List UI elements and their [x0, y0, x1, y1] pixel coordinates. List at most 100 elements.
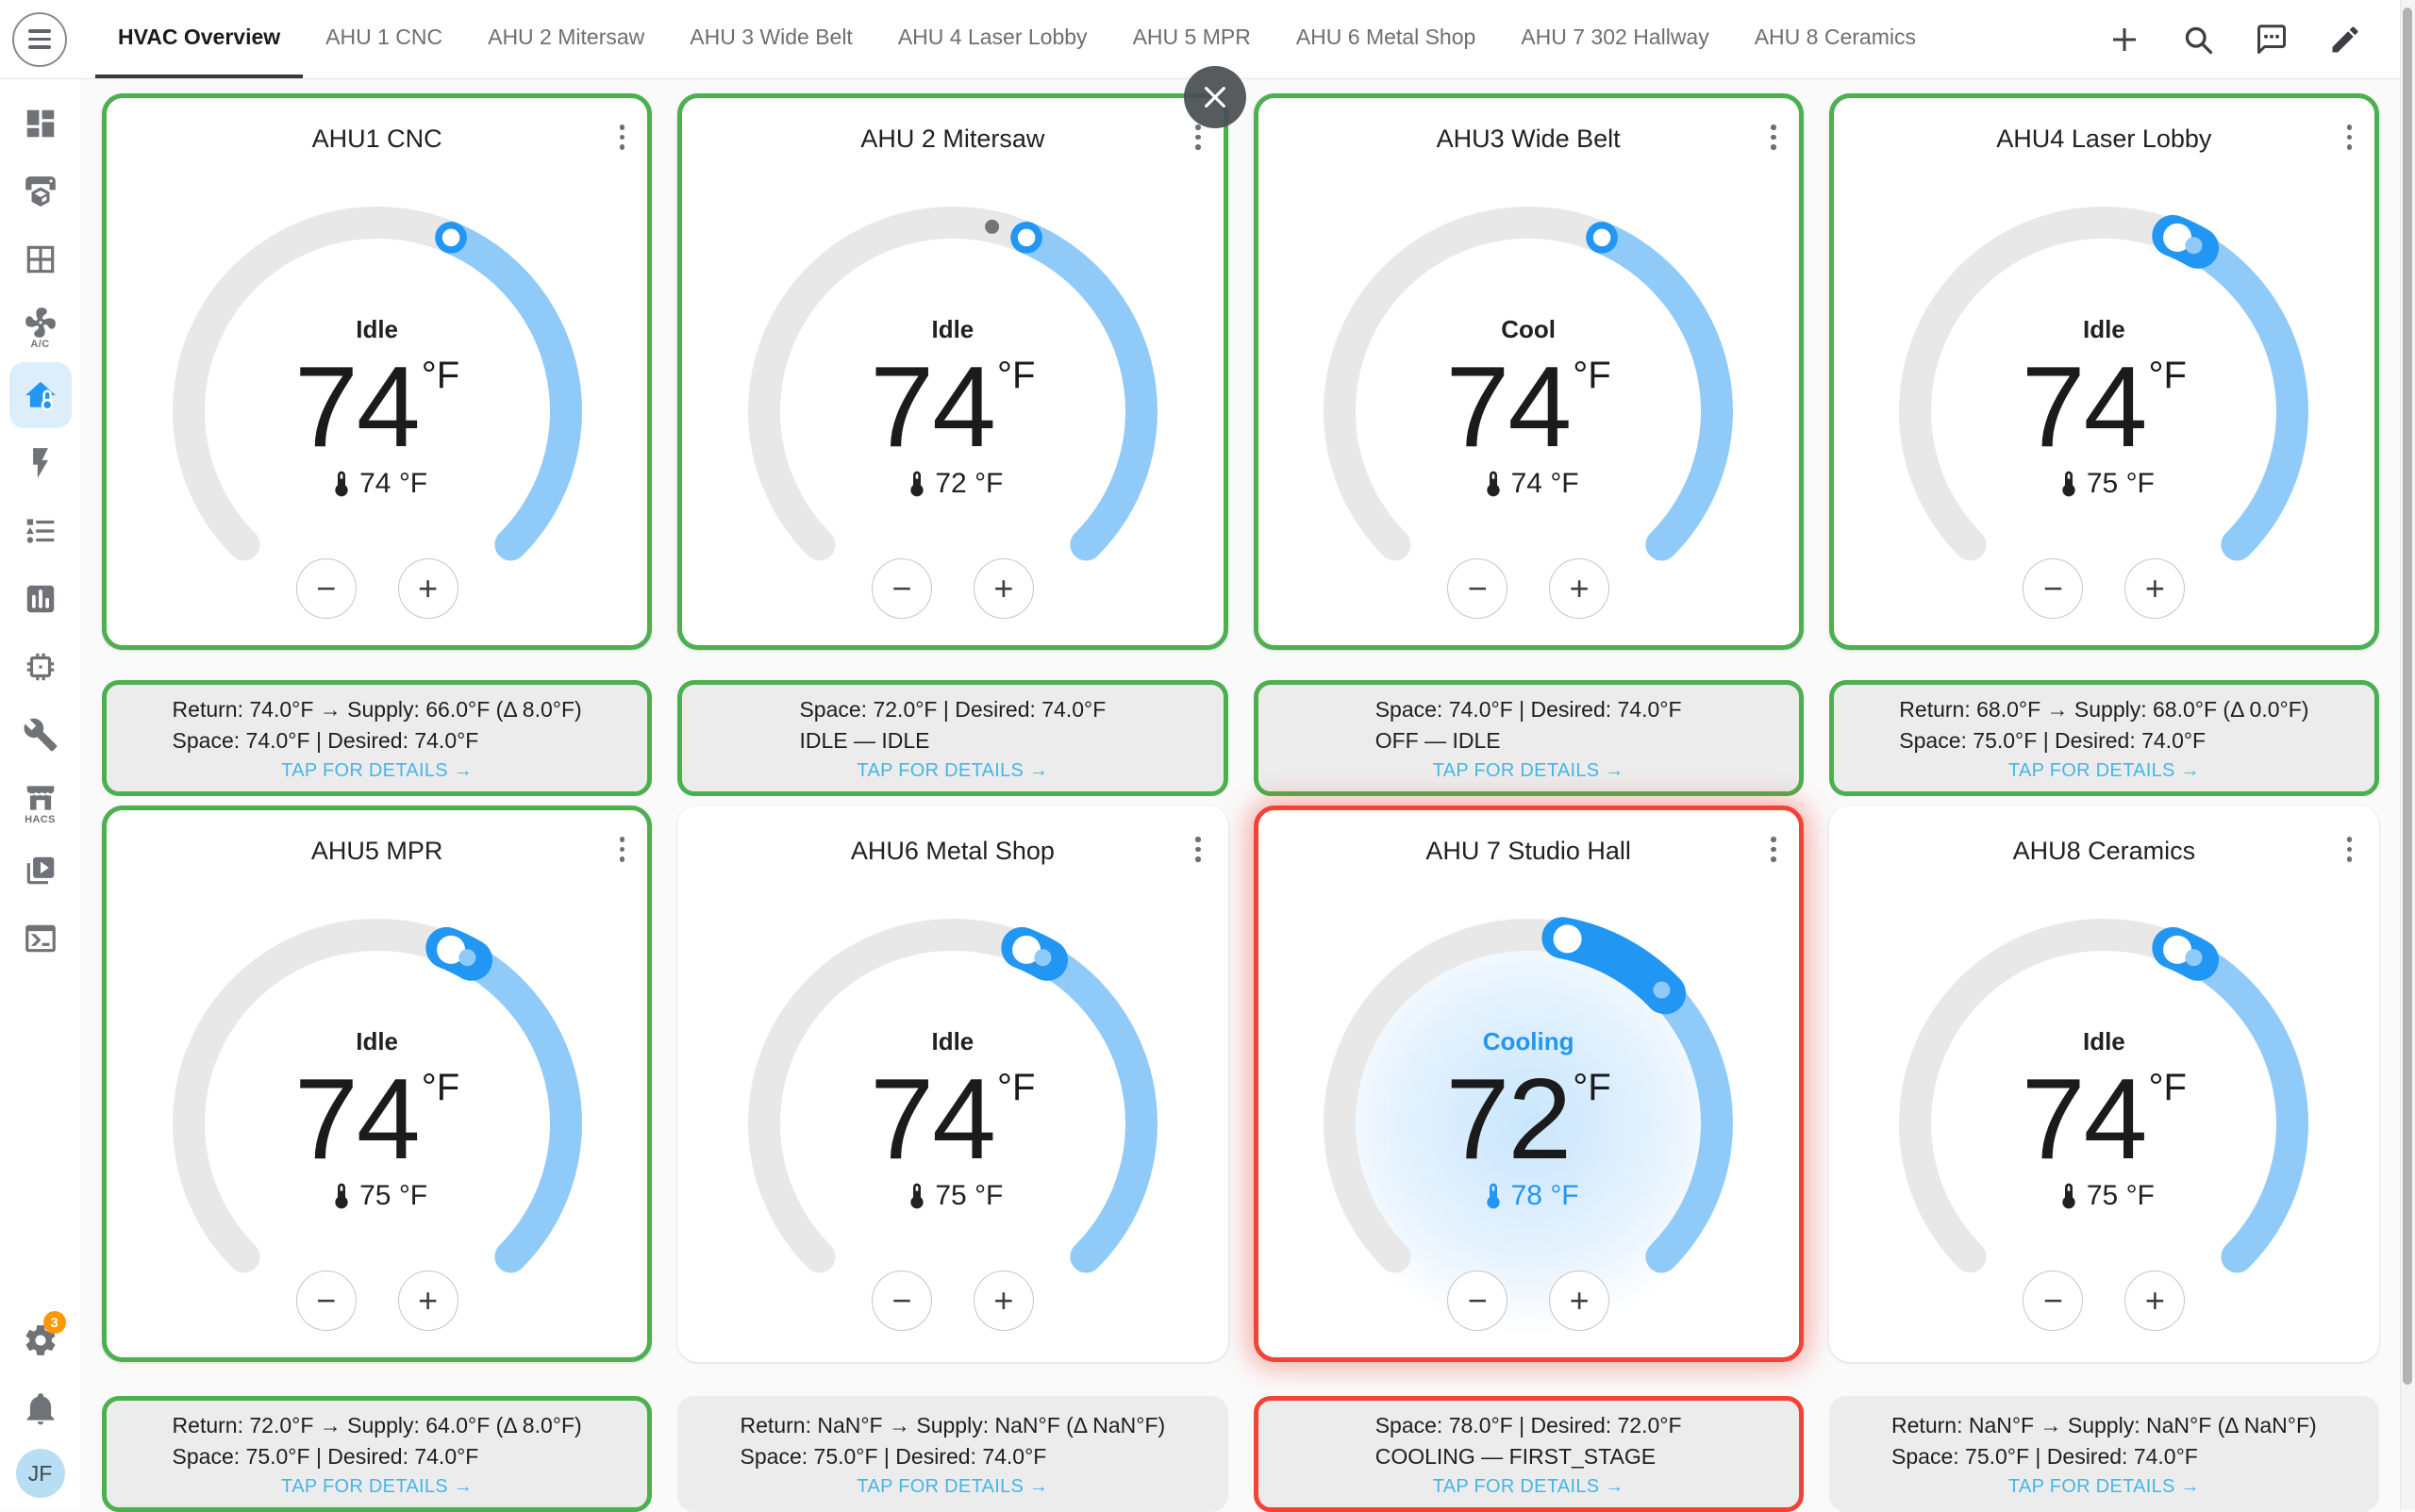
sidebar-item-hacs[interactable]: HACS — [9, 770, 72, 836]
more-menu-button[interactable] — [616, 121, 629, 154]
sidebar-item-history[interactable] — [9, 566, 72, 632]
unit-info-ahu8-ceramics[interactable]: Return: NaN°F → Supply: NaN°F (Δ NaN°F)S… — [1829, 1396, 2379, 1512]
wrench-icon — [23, 717, 58, 753]
tab-ahu-7-302-hallway[interactable]: AHU 7 302 Hallway — [1498, 0, 1731, 78]
edit-dashboard-button[interactable] — [2328, 23, 2362, 57]
more-menu-button[interactable] — [1767, 833, 1780, 866]
tap-for-details-link[interactable]: TAP FOR DETAILS → — [2008, 760, 2200, 782]
sidebar-item-settings[interactable]: 3 — [9, 1307, 72, 1373]
sidebar-item-lists[interactable] — [9, 498, 72, 564]
assist-button[interactable] — [2255, 23, 2289, 57]
bell-icon — [23, 1390, 58, 1426]
sidebar-item-energy[interactable] — [9, 430, 72, 496]
decrease-temp-button[interactable]: − — [2023, 558, 2083, 619]
unit-info-ahu6-metal-shop[interactable]: Return: NaN°F → Supply: NaN°F (Δ NaN°F)S… — [677, 1396, 1227, 1512]
sidebar-item-terminal[interactable] — [9, 906, 72, 972]
hvac-status: Idle — [682, 315, 1223, 344]
card-title: AHU4 Laser Lobby — [1890, 125, 2318, 154]
increase-temp-button[interactable]: + — [1549, 1271, 1609, 1331]
tap-for-details-link[interactable]: TAP FOR DETAILS → — [1433, 760, 1624, 782]
decrease-temp-button[interactable]: − — [872, 558, 932, 619]
media-play-icon — [23, 853, 58, 889]
thermostat-card-ahu-2-mitersaw[interactable]: AHU 2 Mitersaw Idle 74 °F 72 °F − + — [677, 93, 1227, 650]
current-temperature: 75 °F — [1834, 1180, 2374, 1212]
thermostat-card-ahu-7-studio-hall[interactable]: AHU 7 Studio Hall Cooling 72 °F 78 °F − … — [1254, 806, 1804, 1362]
tab-ahu-5-mpr[interactable]: AHU 5 MPR — [1110, 0, 1274, 78]
sidebar-item-esphome[interactable] — [9, 634, 72, 700]
sidebar-item-dashboard[interactable] — [9, 91, 72, 157]
increase-temp-button[interactable]: + — [398, 1271, 458, 1331]
tap-for-details-link[interactable]: TAP FOR DETAILS → — [281, 1476, 473, 1498]
increase-temp-button[interactable]: + — [974, 558, 1034, 619]
unit-info-ahu4-laser-lobby[interactable]: Return: 68.0°F → Supply: 68.0°F (Δ 0.0°F… — [1829, 680, 2379, 796]
temperature-controls: − + — [1834, 558, 2374, 619]
unit-info-ahu1-cnc[interactable]: Return: 74.0°F → Supply: 66.0°F (Δ 8.0°F… — [102, 680, 652, 796]
tab-hvac-overview[interactable]: HVAC Overview — [95, 0, 303, 78]
target-temperature: 74 °F — [107, 349, 647, 464]
list-icon — [23, 513, 58, 549]
sidebar-item-ac[interactable]: A/C — [9, 294, 72, 360]
tab-ahu-8-ceramics[interactable]: AHU 8 Ceramics — [1732, 0, 1939, 78]
tab-ahu-4-laser-lobby[interactable]: AHU 4 Laser Lobby — [875, 0, 1110, 78]
more-menu-button[interactable] — [2343, 121, 2357, 154]
user-avatar[interactable]: JF — [16, 1449, 65, 1498]
increase-temp-button[interactable]: + — [1549, 558, 1609, 619]
more-menu-button[interactable] — [1767, 121, 1780, 154]
sidebar-item-grid[interactable] — [9, 226, 72, 292]
tap-for-details-link[interactable]: TAP FOR DETAILS → — [857, 1476, 1048, 1498]
current-temperature: 72 °F — [682, 468, 1223, 500]
tab-ahu-6-metal-shop[interactable]: AHU 6 Metal Shop — [1274, 0, 1498, 78]
add-button[interactable] — [2107, 23, 2141, 57]
info-row-1: Return: 74.0°F → Supply: 66.0°F (Δ 8.0°F… — [102, 680, 2379, 796]
decrease-temp-button[interactable]: − — [296, 1271, 357, 1331]
thermostat-card-ahu3-wide-belt[interactable]: AHU3 Wide Belt Cool 74 °F 74 °F − + — [1254, 93, 1804, 650]
scrollbar-thumb[interactable] — [2403, 8, 2412, 1385]
thermostat-card-ahu4-laser-lobby[interactable]: AHU4 Laser Lobby Idle 74 °F 75 °F − + — [1829, 93, 2379, 650]
sidebar-item-notifications[interactable] — [9, 1375, 72, 1441]
unit-info-ahu5-mpr[interactable]: Return: 72.0°F → Supply: 64.0°F (Δ 8.0°F… — [102, 1396, 652, 1512]
tap-for-details-link[interactable]: TAP FOR DETAILS → — [857, 760, 1048, 782]
increase-temp-button[interactable]: + — [398, 558, 458, 619]
temperature-unit: °F — [422, 355, 459, 397]
current-temperature-value: 75 °F — [359, 1180, 427, 1212]
increase-temp-button[interactable]: + — [2124, 558, 2185, 619]
sidebar-item-climate[interactable] — [9, 362, 72, 428]
tab-ahu-2-mitersaw[interactable]: AHU 2 Mitersaw — [465, 0, 667, 78]
tab-ahu-3-wide-belt[interactable]: AHU 3 Wide Belt — [667, 0, 875, 78]
tap-for-details-link[interactable]: TAP FOR DETAILS → — [281, 760, 473, 782]
temperature-unit: °F — [1573, 355, 1610, 397]
close-overlay-button[interactable] — [1184, 66, 1246, 128]
tab-ahu-1-cnc[interactable]: AHU 1 CNC — [303, 0, 465, 78]
thermostat-card-ahu8-ceramics[interactable]: AHU8 Ceramics Idle 74 °F 75 °F − + — [1829, 806, 2379, 1362]
more-menu-button[interactable] — [2343, 833, 2357, 866]
info-line: Return: 72.0°F → Supply: 64.0°F (Δ 8.0°F… — [173, 1410, 582, 1441]
thermostat-card-ahu1-cnc[interactable]: AHU1 CNC Idle 74 °F 74 °F − + — [102, 93, 652, 650]
target-temperature: 74 °F — [682, 1061, 1223, 1176]
more-menu-button[interactable] — [616, 833, 629, 866]
increase-temp-button[interactable]: + — [2124, 1271, 2185, 1331]
decrease-temp-button[interactable]: − — [296, 558, 357, 619]
increase-temp-button[interactable]: + — [974, 1271, 1034, 1331]
more-menu-icon — [1195, 837, 1201, 842]
thermometer-icon — [902, 1181, 932, 1211]
tap-for-details-link[interactable]: TAP FOR DETAILS → — [1433, 1476, 1624, 1498]
decrease-temp-button[interactable]: − — [872, 1271, 932, 1331]
sidebar-menu-button[interactable] — [12, 12, 67, 67]
search-button[interactable] — [2181, 23, 2215, 57]
sidebar-item-printer-3d[interactable] — [9, 158, 72, 224]
decrease-temp-button[interactable]: − — [1447, 1271, 1507, 1331]
current-temperature-value: 74 °F — [1511, 468, 1579, 500]
sidebar-item-developer-tools[interactable] — [9, 702, 72, 768]
decrease-temp-button[interactable]: − — [2023, 1271, 2083, 1331]
thermostat-card-ahu5-mpr[interactable]: AHU5 MPR Idle 74 °F 75 °F − + — [102, 806, 652, 1362]
home-thermometer-icon — [23, 377, 58, 413]
tap-for-details-link[interactable]: TAP FOR DETAILS → — [2008, 1476, 2200, 1498]
more-menu-button[interactable] — [1191, 833, 1205, 866]
decrease-temp-button[interactable]: − — [1447, 558, 1507, 619]
thermostat-card-ahu6-metal-shop[interactable]: AHU6 Metal Shop Idle 74 °F 75 °F − + — [677, 806, 1227, 1362]
sidebar-item-media[interactable] — [9, 838, 72, 904]
